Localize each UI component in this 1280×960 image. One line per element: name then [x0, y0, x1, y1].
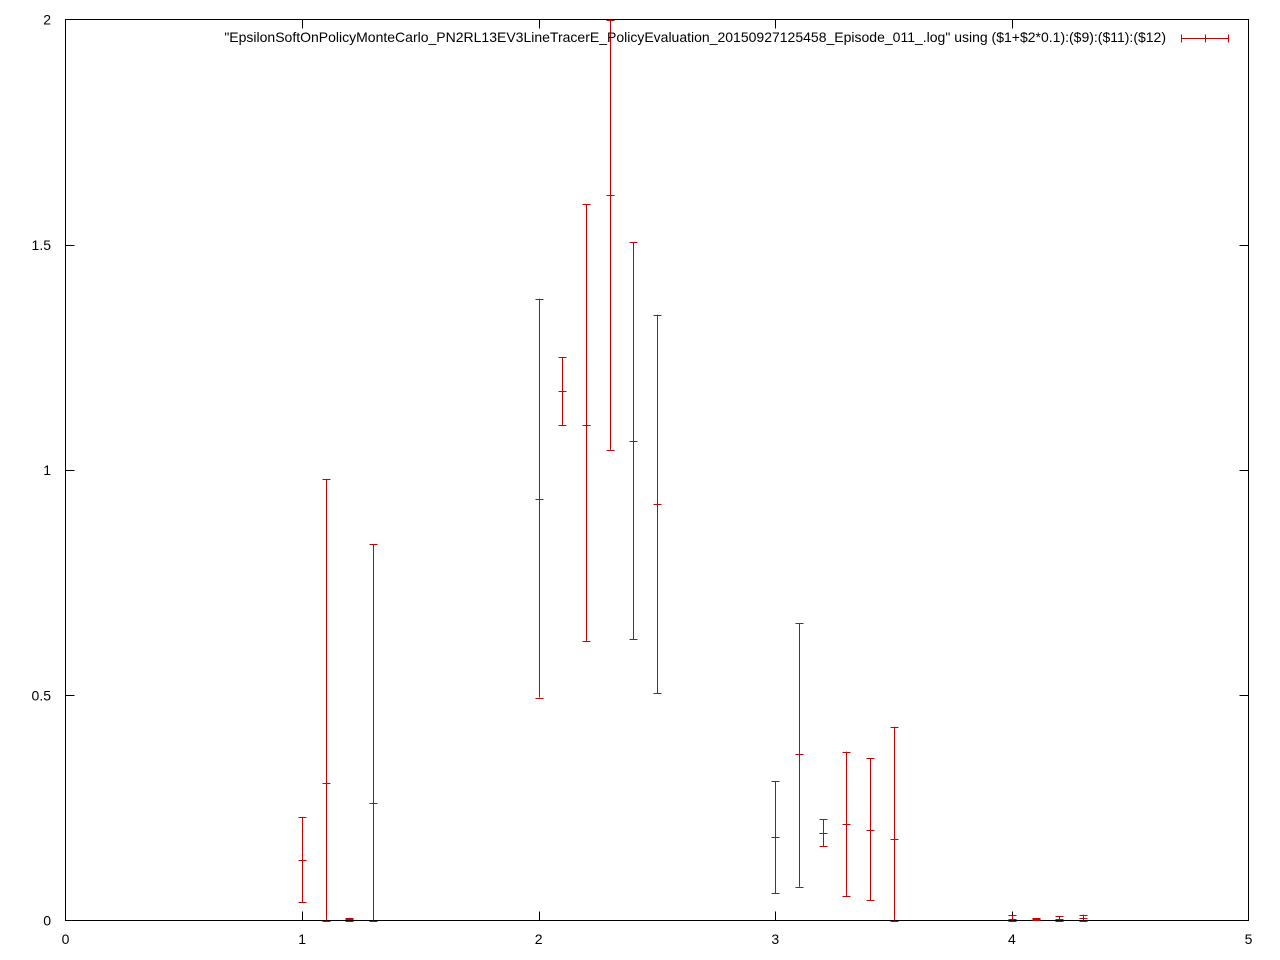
errorbar-point	[298, 816, 307, 903]
y-tick-label: 1.5	[32, 237, 52, 253]
y-tick-label: 0	[43, 913, 51, 929]
legend: "EpsilonSoftOnPolicyMonteCarlo_PN2RL13EV…	[224, 29, 1229, 45]
errorbar-point	[653, 314, 662, 694]
x-tick-label: 5	[1245, 931, 1253, 947]
x-tick-label: 1	[298, 931, 306, 947]
errorbar-point	[819, 819, 828, 847]
errorbar-point	[535, 298, 544, 699]
errorbar-point	[322, 479, 331, 922]
errorbar-point	[866, 758, 875, 901]
error-bars	[298, 19, 1088, 922]
errorbar-point	[606, 19, 615, 451]
axis-ticks: 0 1 2 3 4 5 0 0.5 1 1.5 2	[32, 12, 1253, 948]
errorbar-point	[890, 726, 899, 922]
errorbar-point	[345, 917, 354, 922]
errorbar-point	[771, 780, 780, 894]
errorbar-point	[1032, 918, 1041, 921]
legend-series-sample	[1181, 34, 1229, 43]
errorbar-point	[1008, 915, 1017, 922]
errorbar-point	[558, 357, 567, 426]
errorbar-point	[842, 751, 851, 897]
errorbar-point	[1079, 914, 1088, 922]
y-tick-label: 0.5	[32, 687, 52, 703]
y-tick-label: 2	[43, 12, 51, 28]
x-tick-label: 3	[771, 931, 779, 947]
y-tick-label: 1	[43, 462, 51, 478]
legend-series-label: "EpsilonSoftOnPolicyMonteCarlo_PN2RL13EV…	[224, 29, 1166, 45]
errorbar-point	[369, 544, 378, 922]
x-tick-label: 4	[1008, 931, 1016, 947]
x-tick-label: 0	[62, 931, 70, 947]
errorbar-point	[582, 204, 591, 642]
x-tick-label: 2	[535, 931, 543, 947]
errorbar-point	[795, 623, 804, 888]
errorbar-point	[1055, 915, 1064, 922]
errorbar-point	[629, 242, 638, 640]
